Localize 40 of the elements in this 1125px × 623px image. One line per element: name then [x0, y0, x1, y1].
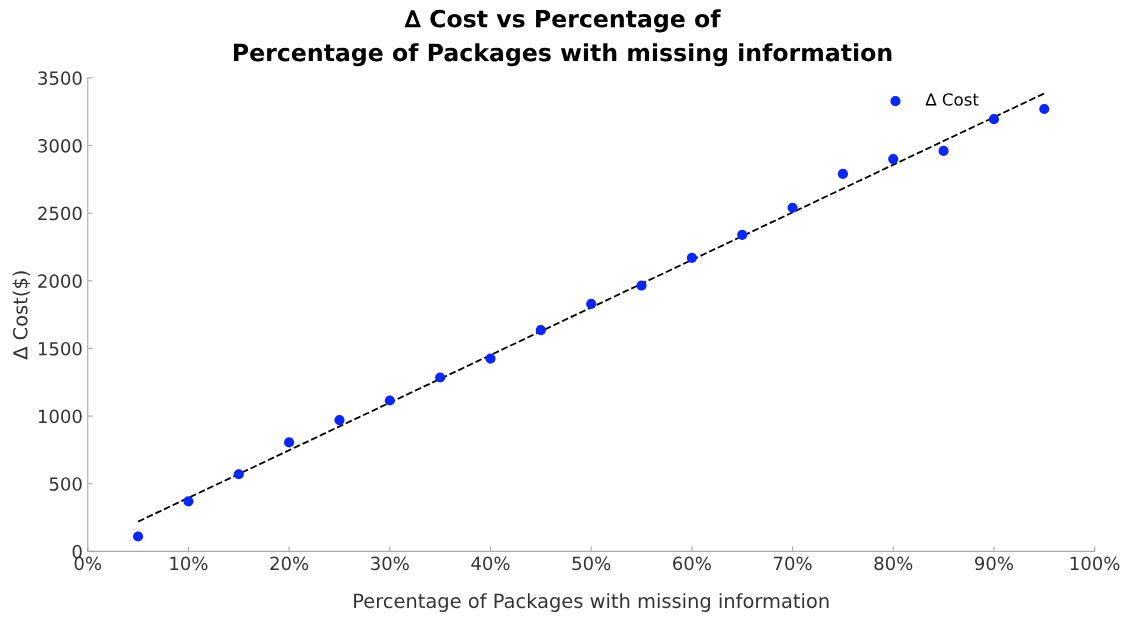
point — [636, 280, 647, 291]
x-tick-label: 20% — [270, 556, 309, 571]
point — [1039, 103, 1050, 115]
y-tick-label: 500 — [49, 477, 82, 491]
point — [586, 298, 597, 309]
point — [888, 153, 899, 165]
x-tick-label: 60% — [673, 556, 711, 571]
x-tick-label: 80% — [874, 556, 913, 571]
point — [938, 145, 949, 157]
point — [334, 415, 345, 426]
x-tick-label: 50% — [572, 556, 611, 571]
point — [988, 114, 1000, 125]
x-axis-title: Percentage of Packages with missing information — [354, 593, 829, 612]
y-tick-label: 3500 — [38, 71, 82, 85]
x-tick-label: 10% — [170, 556, 208, 571]
x-tick-label: 90% — [975, 556, 1014, 571]
y-axis-title: ∆ Cost($) — [12, 271, 31, 360]
point — [787, 202, 798, 213]
x-tick-label: 100% — [1070, 556, 1120, 571]
x-tick-label: 30% — [371, 556, 409, 571]
point — [284, 437, 295, 448]
x-tick-label: 40% — [471, 556, 510, 571]
point — [535, 325, 546, 336]
point — [737, 229, 748, 240]
point — [233, 469, 244, 480]
y-tick-label: 2000 — [38, 274, 82, 288]
point — [837, 168, 848, 180]
point — [686, 252, 697, 263]
y-tick-label: 1000 — [38, 409, 82, 424]
point — [485, 353, 496, 364]
y-tick-label: 1500 — [38, 341, 82, 356]
y-tick-label: 3000 — [38, 138, 82, 153]
point — [183, 496, 194, 507]
x-tick-label: 70% — [773, 556, 812, 571]
y-tick-label: 2500 — [38, 206, 82, 221]
point — [133, 531, 144, 542]
legend-label: ∆ Cost — [925, 93, 979, 106]
point — [384, 395, 395, 406]
point — [435, 372, 446, 383]
chart-title: ∆ Cost vs Percentage of Percentage of Packages with missing information — [234, 9, 892, 67]
